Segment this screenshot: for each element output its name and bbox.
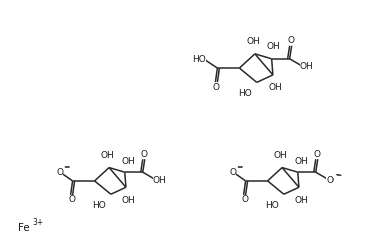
Text: O: O bbox=[55, 168, 62, 177]
Text: O: O bbox=[313, 150, 320, 159]
Text: −: − bbox=[236, 163, 243, 172]
Text: 3+: 3+ bbox=[32, 217, 43, 227]
Text: −: − bbox=[63, 163, 70, 172]
Text: O: O bbox=[229, 168, 236, 177]
Text: OH: OH bbox=[268, 83, 282, 92]
Text: OH: OH bbox=[300, 62, 314, 71]
Text: HO: HO bbox=[193, 55, 206, 63]
Text: O: O bbox=[213, 83, 220, 92]
Text: O: O bbox=[326, 176, 333, 185]
Text: OH: OH bbox=[153, 176, 167, 185]
Text: OH: OH bbox=[267, 42, 280, 51]
Text: OH: OH bbox=[273, 151, 287, 160]
Text: OH: OH bbox=[246, 37, 260, 46]
Text: −: − bbox=[335, 171, 341, 180]
Text: −: − bbox=[236, 162, 243, 171]
Text: Fe: Fe bbox=[18, 223, 30, 233]
Text: O: O bbox=[56, 168, 63, 177]
Text: O: O bbox=[326, 176, 333, 185]
Text: OH: OH bbox=[294, 196, 308, 205]
Text: O: O bbox=[287, 36, 294, 45]
Text: OH: OH bbox=[100, 151, 114, 160]
Text: −: − bbox=[334, 170, 340, 179]
Text: O: O bbox=[228, 168, 235, 177]
Text: O: O bbox=[140, 150, 147, 159]
Text: O: O bbox=[68, 195, 75, 204]
Text: O: O bbox=[241, 195, 248, 204]
Text: HO: HO bbox=[92, 201, 106, 210]
Text: OH: OH bbox=[122, 157, 136, 166]
Text: HO: HO bbox=[265, 201, 279, 210]
Text: OH: OH bbox=[121, 196, 135, 205]
Text: HO: HO bbox=[238, 89, 252, 98]
Text: OH: OH bbox=[295, 157, 309, 166]
Text: −: − bbox=[63, 162, 70, 171]
